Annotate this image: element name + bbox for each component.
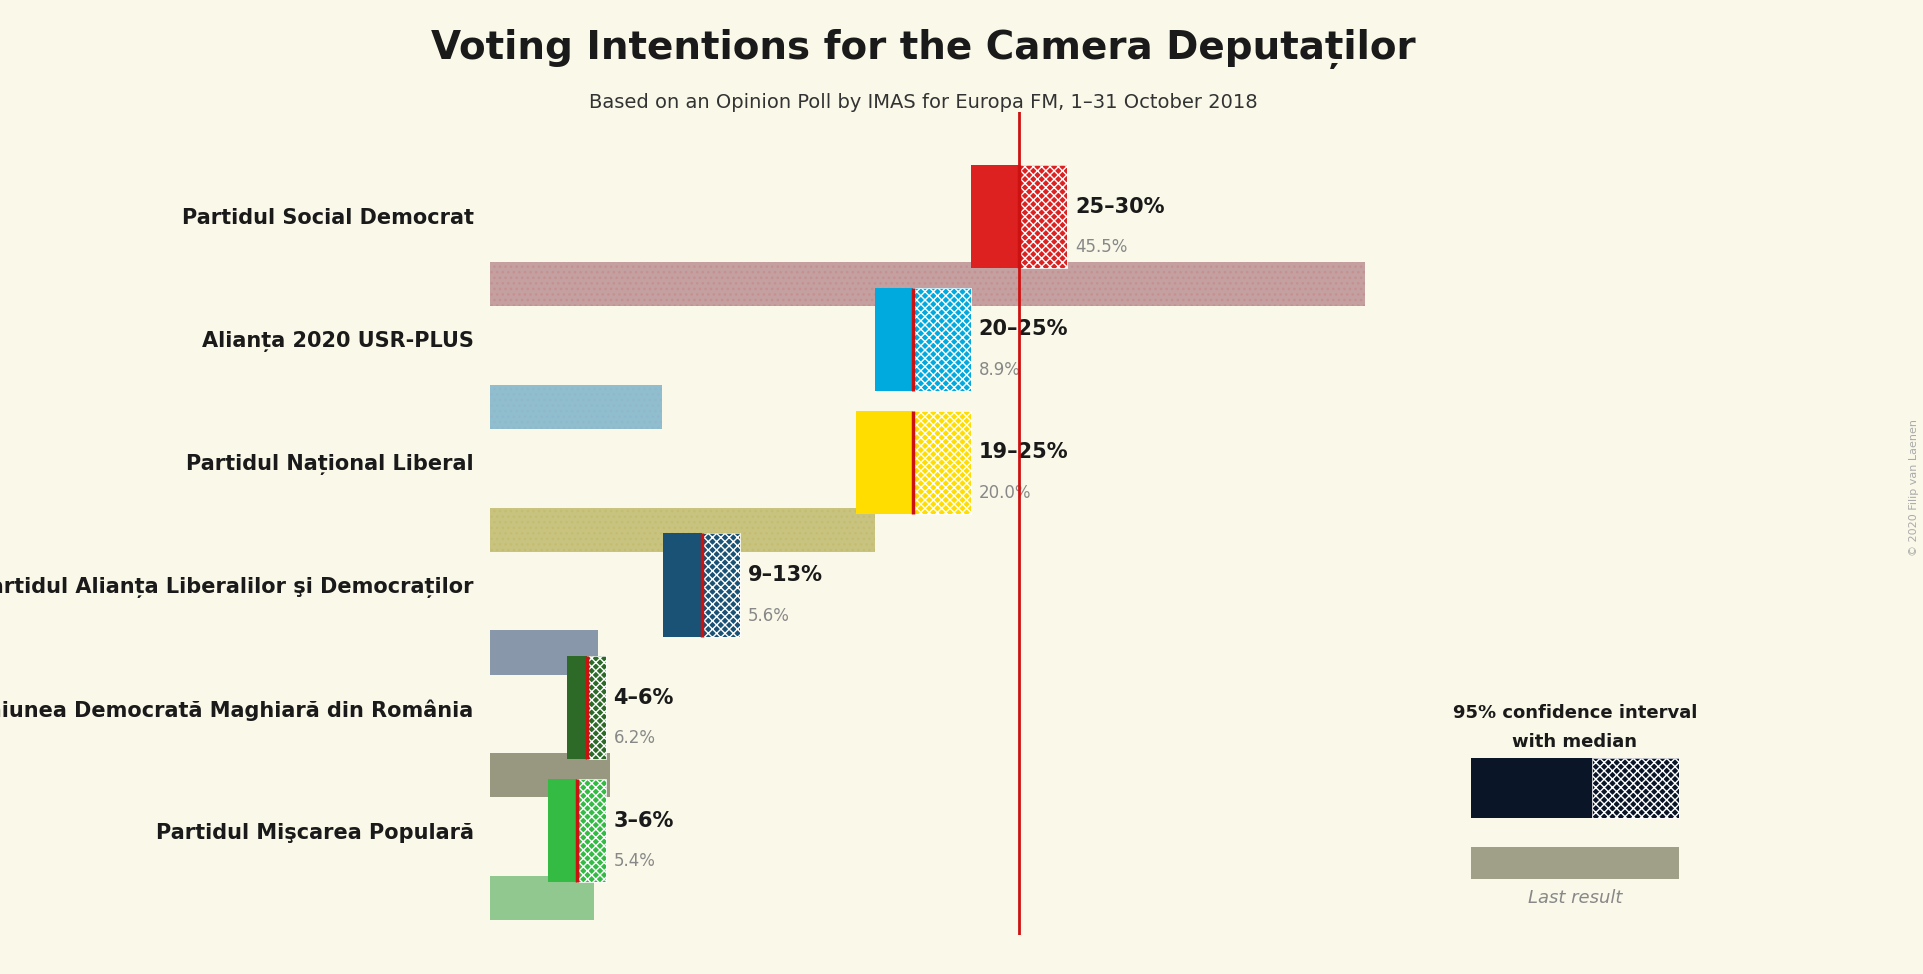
Text: Based on an Opinion Poll by IMAS for Europa FM, 1–31 October 2018: Based on an Opinion Poll by IMAS for Eur… [588, 93, 1258, 112]
Bar [490, 507, 875, 552]
Text: 8.9%: 8.9% [979, 361, 1021, 379]
Bar [490, 753, 610, 798]
Bar [875, 287, 913, 391]
Bar [490, 262, 1365, 306]
Text: with median: with median [1511, 733, 1638, 751]
Text: Last result: Last result [1527, 889, 1623, 907]
Bar [913, 410, 971, 513]
Text: 19–25%: 19–25% [979, 442, 1069, 463]
Bar [1592, 758, 1679, 818]
Bar [490, 262, 1365, 306]
Bar [1019, 165, 1067, 268]
Bar [548, 779, 577, 882]
Bar [913, 287, 971, 391]
Bar [702, 534, 740, 637]
Text: 95% confidence interval: 95% confidence interval [1452, 704, 1698, 722]
Text: 45.5%: 45.5% [1075, 238, 1127, 256]
Bar [490, 630, 598, 675]
Text: 9–13%: 9–13% [748, 565, 823, 585]
Bar [490, 385, 662, 429]
Text: 20–25%: 20–25% [979, 319, 1069, 339]
Bar [702, 534, 740, 637]
Bar [971, 165, 1019, 268]
Bar [1592, 758, 1679, 818]
Bar [490, 753, 610, 798]
Bar [1019, 165, 1067, 268]
Text: 3–6%: 3–6% [613, 810, 673, 831]
Bar [490, 876, 594, 920]
Text: 4–6%: 4–6% [613, 688, 673, 708]
Bar [913, 410, 971, 513]
Text: Voting Intentions for the Camera Deputaților: Voting Intentions for the Camera Deputaț… [431, 29, 1415, 69]
Bar [663, 534, 702, 637]
Bar [1471, 847, 1679, 879]
Text: 25–30%: 25–30% [1075, 197, 1165, 216]
Text: 20.0%: 20.0% [979, 484, 1031, 502]
Bar [490, 507, 875, 552]
Text: 5.6%: 5.6% [748, 607, 790, 624]
Bar [490, 876, 594, 920]
Bar [577, 779, 606, 882]
Bar [490, 630, 598, 675]
Bar [913, 287, 971, 391]
Bar [490, 385, 662, 429]
Bar [856, 410, 913, 513]
Bar [577, 779, 606, 882]
Bar [1471, 758, 1592, 818]
Bar [587, 656, 606, 760]
Text: © 2020 Filip van Laenen: © 2020 Filip van Laenen [1910, 419, 1919, 555]
Bar [567, 656, 587, 760]
Text: 6.2%: 6.2% [613, 730, 656, 747]
Text: 5.4%: 5.4% [613, 852, 656, 871]
Bar [587, 656, 606, 760]
